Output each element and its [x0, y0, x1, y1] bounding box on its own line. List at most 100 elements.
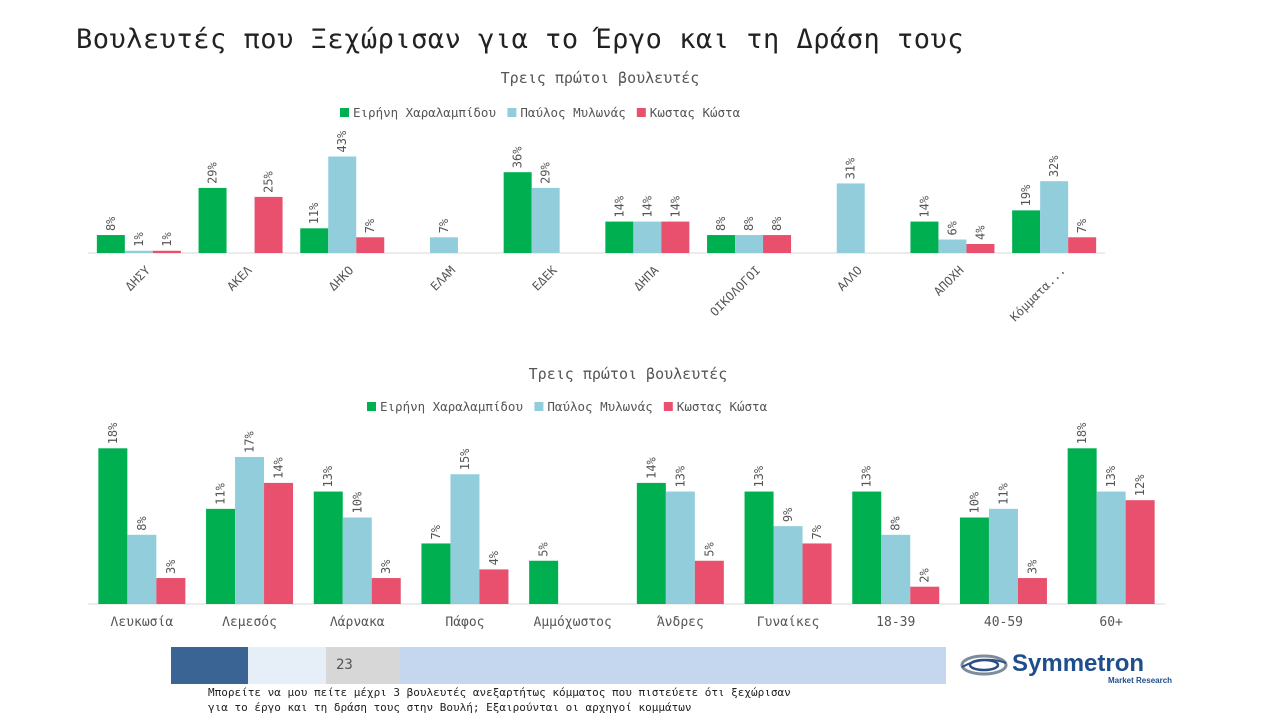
legend-label: Κωστας Κώστα: [650, 105, 741, 120]
bar: [802, 543, 832, 604]
data-label: 15%: [458, 448, 472, 470]
category-label: ΕΔΕΚ: [529, 263, 560, 294]
bar: [254, 196, 283, 253]
bar: [96, 235, 125, 253]
bar: [988, 508, 1018, 604]
category-label: ΑΛΛΟ: [835, 263, 865, 293]
chart-by-demographic: Τρεις πρώτοι βουλευτές Ειρήνη Χαραλαμπίδο…: [88, 365, 1165, 630]
category-label: 40-59: [984, 615, 1023, 630]
data-label: 7%: [363, 218, 377, 233]
data-label: 8%: [770, 216, 784, 231]
bar: [881, 534, 911, 604]
bar: [959, 517, 989, 604]
bar: [633, 221, 662, 253]
category-label: Γυναίκες: [757, 615, 820, 630]
category-label: ΔΗΚΟ: [326, 263, 356, 293]
legend-swatch: [367, 402, 376, 411]
bar: [605, 221, 634, 253]
chart-title: Τρεις πρώτοι βουλευτές: [529, 365, 728, 383]
data-label: 32%: [1047, 155, 1061, 177]
data-label: 12%: [1133, 474, 1147, 496]
category-label: Λεμεσός: [222, 615, 277, 630]
data-label: 2%: [918, 567, 932, 582]
data-label: 13%: [321, 465, 335, 487]
data-label: 13%: [752, 465, 766, 487]
data-label: 18%: [1075, 422, 1089, 444]
data-label: 14%: [272, 456, 286, 478]
legend-swatch: [636, 108, 646, 117]
category-label: 60+: [1099, 615, 1123, 630]
data-label: 11%: [307, 202, 321, 224]
data-label: 13%: [673, 465, 687, 487]
data-label: 4%: [487, 550, 501, 565]
page-title: Βουλευτές που Ξεχώρισαν για το Έργο και …: [76, 24, 965, 55]
bar: [661, 221, 690, 253]
bar: [152, 250, 181, 253]
symmetron-logo: Symmetron Market Research: [960, 650, 1172, 685]
data-label: 1%: [160, 232, 174, 247]
data-label: 7%: [810, 524, 824, 539]
data-label: 8%: [742, 216, 756, 231]
bar: [910, 221, 939, 253]
category-label: 18-39: [876, 615, 915, 630]
bar: [529, 560, 559, 604]
category-label: Αμμόχωστος: [534, 615, 612, 630]
bar: [938, 239, 967, 253]
bar: [156, 578, 186, 604]
bar: [1040, 181, 1069, 253]
data-label: 7%: [1075, 218, 1089, 233]
bar: [479, 569, 509, 604]
bar: [371, 578, 401, 604]
data-label: 14%: [917, 195, 931, 217]
footer-bar-light: [248, 647, 326, 684]
bar: [852, 491, 882, 604]
category-label: ΟΙΚΟΛΟΓΟΙ: [707, 263, 763, 319]
data-label: 14%: [668, 195, 682, 217]
data-label: 7%: [429, 524, 443, 539]
bar: [744, 491, 774, 604]
category-label: Άνδρες: [657, 615, 704, 630]
data-label: 4%: [973, 225, 987, 240]
bar: [342, 517, 372, 604]
data-label: 10%: [350, 491, 364, 513]
bar: [773, 526, 803, 604]
data-label: 7%: [437, 218, 451, 233]
bar: [763, 235, 792, 253]
data-label: 11%: [996, 482, 1010, 504]
bar: [450, 474, 480, 604]
bar: [1068, 237, 1097, 253]
page-number: 23: [326, 647, 400, 684]
legend-swatch: [534, 402, 544, 411]
bar: [98, 448, 128, 604]
data-label: 43%: [335, 130, 349, 152]
footnote-line-2: για το έργο και τη δράση τους στην Βουλή…: [208, 701, 692, 714]
data-label: 6%: [945, 220, 959, 235]
data-label: 25%: [262, 170, 276, 192]
data-label: 3%: [1025, 559, 1039, 574]
data-label: 29%: [539, 161, 553, 183]
category-label: Κόμματα...: [1007, 263, 1068, 324]
data-label: 8%: [714, 216, 728, 231]
logo-sub: Market Research: [1108, 676, 1172, 685]
data-label: 8%: [104, 216, 118, 231]
footer-bar-dark: [171, 647, 248, 684]
bar: [264, 482, 294, 604]
data-label: 14%: [640, 195, 654, 217]
data-label: 8%: [135, 516, 149, 531]
bar: [300, 228, 329, 253]
data-label: 9%: [781, 507, 795, 522]
data-label: 14%: [644, 456, 658, 478]
bar: [910, 586, 940, 604]
data-label: 3%: [379, 559, 393, 574]
data-label: 13%: [1104, 465, 1118, 487]
bar: [198, 187, 227, 253]
data-label: 18%: [106, 422, 120, 444]
category-label: ΔΗΠΑ: [631, 263, 662, 294]
bar: [1067, 448, 1097, 604]
data-label: 17%: [243, 431, 257, 453]
data-label: 31%: [844, 157, 858, 179]
bar: [1096, 491, 1126, 604]
data-label: 5%: [537, 542, 551, 557]
bar: [1125, 500, 1155, 604]
data-label: 29%: [206, 161, 220, 183]
